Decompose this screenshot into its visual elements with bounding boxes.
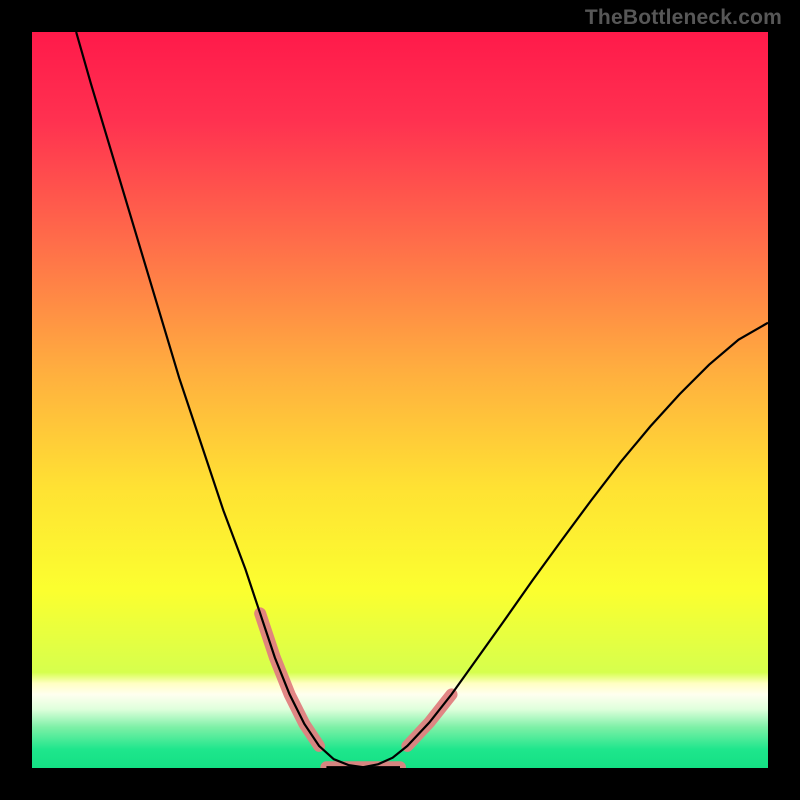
gradient-background bbox=[32, 32, 768, 768]
watermark-text: TheBottleneck.com bbox=[585, 6, 782, 30]
plot-area bbox=[32, 32, 768, 768]
plot-svg bbox=[32, 32, 768, 768]
